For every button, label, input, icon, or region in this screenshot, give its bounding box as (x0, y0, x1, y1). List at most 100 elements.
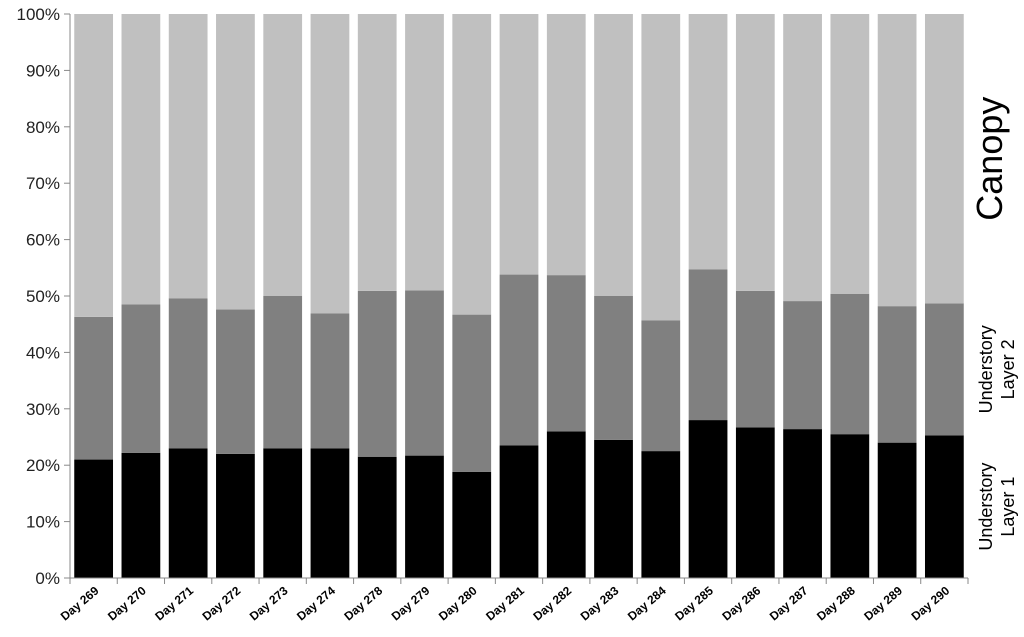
x-tick-label: Day 287 (767, 583, 811, 623)
bar-segment-2 (121, 304, 161, 453)
bar-segment-2 (546, 275, 586, 432)
y-tick-label: 70% (26, 174, 60, 193)
bar-segment-1 (877, 442, 917, 578)
bar-segment-2 (877, 306, 917, 443)
y-tick-label: 20% (26, 456, 60, 475)
y-tick-label: 60% (26, 231, 60, 250)
bar-segment-2 (310, 313, 350, 449)
x-tick-label: Day 274 (294, 583, 338, 623)
x-tick-label: Day 288 (814, 583, 858, 623)
x-axis-ticks: Day 269 Day 270 Day 271 Day 272 Day 273 Day 2… (58, 578, 969, 623)
bar-segment-3 (594, 14, 633, 296)
legend-label: Layer 2 (998, 339, 1018, 399)
bar-segment-1 (641, 451, 681, 578)
x-tick-label: Day 290 (909, 583, 953, 623)
bar-segment-3 (783, 14, 822, 302)
bar-segment-1 (74, 459, 114, 578)
bar-segment-3 (546, 14, 586, 276)
x-tick-label: Day 270 (105, 583, 149, 623)
bar-segment-1 (594, 439, 633, 578)
y-tick-label: 30% (26, 400, 60, 419)
bar-segment-1 (357, 456, 397, 578)
bar-segment-2 (783, 301, 822, 430)
bar-segment-1 (688, 420, 728, 578)
bar-segment-1 (735, 427, 775, 578)
bar-segment-2 (499, 274, 539, 446)
bar-segment-1 (452, 471, 492, 578)
y-tick-label: 100% (17, 5, 60, 24)
x-tick-label: Day 273 (247, 583, 291, 623)
x-tick-label: Day 269 (58, 583, 102, 623)
bar-segment-3 (688, 14, 728, 270)
x-tick-label: Day 286 (719, 583, 763, 623)
x-tick-label: Day 282 (530, 583, 574, 623)
legend-label: Understory (976, 463, 996, 551)
bar-segment-3 (499, 14, 539, 275)
bar-segment-1 (546, 431, 586, 578)
bar-segment-2 (168, 298, 208, 449)
bar-segment-1 (830, 434, 870, 578)
bar-segment-1 (924, 435, 964, 578)
bar-segment-1 (310, 448, 350, 578)
bar-segment-1 (263, 448, 303, 578)
bar-segment-1 (216, 453, 255, 578)
bar-segment-2 (357, 290, 397, 457)
bar-segment-3 (310, 14, 350, 314)
x-tick-label: Day 283 (578, 583, 622, 623)
legend-entry-2: Understory Layer 2 (976, 325, 1018, 413)
bar-segment-1 (783, 429, 822, 578)
legend-entry-3: Canopy (969, 97, 1010, 221)
bar-group (74, 14, 964, 578)
x-tick-label: Day 289 (861, 583, 905, 623)
bar-segment-2 (263, 296, 303, 449)
bar-segment-3 (641, 14, 681, 321)
legend-label: Canopy (969, 97, 1010, 221)
bar-segment-3 (263, 14, 303, 296)
bar-segment-3 (452, 14, 492, 315)
bar-segment-1 (405, 455, 444, 578)
x-tick-label: Day 272 (200, 583, 244, 623)
bar-segment-2 (594, 296, 633, 440)
bar-segment-3 (216, 14, 255, 310)
bar-segment-1 (121, 452, 161, 578)
bar-segment-3 (74, 14, 114, 317)
x-tick-label: Day 284 (625, 583, 669, 623)
y-tick-label: 80% (26, 118, 60, 137)
x-tick-label: Day 281 (483, 583, 527, 623)
bar-segment-2 (735, 290, 775, 428)
bar-segment-1 (168, 448, 208, 578)
bar-segment-2 (688, 269, 728, 421)
y-axis-ticks: 0% 10% 20% 30% 40% 50% 60% 70% 80% 90% 100% (17, 5, 70, 588)
legend-entry-1: Understory Layer 1 (976, 463, 1018, 551)
y-tick-label: 10% (26, 513, 60, 532)
y-tick-label: 90% (26, 61, 60, 80)
x-tick-label: Day 279 (389, 583, 433, 623)
x-tick-label: Day 271 (152, 583, 196, 623)
bar-segment-3 (735, 14, 775, 291)
x-tick-label: Day 285 (672, 583, 716, 623)
bar-segment-1 (499, 445, 539, 578)
bar-segment-2 (830, 293, 870, 435)
bar-segment-2 (641, 320, 681, 452)
bar-segment-2 (216, 309, 255, 454)
bar-segment-2 (924, 303, 964, 436)
bar-segment-3 (924, 14, 964, 304)
bar-segment-2 (74, 316, 114, 460)
legend-label: Layer 1 (998, 477, 1018, 537)
bar-segment-3 (405, 14, 444, 291)
y-tick-label: 0% (35, 569, 60, 588)
bar-segment-3 (877, 14, 917, 307)
y-tick-label: 50% (26, 287, 60, 306)
bar-segment-3 (357, 14, 397, 291)
bar-segment-3 (168, 14, 208, 299)
bar-segment-3 (830, 14, 870, 294)
bar-segment-2 (452, 314, 492, 472)
x-tick-label: Day 278 (341, 583, 385, 623)
bar-segment-2 (405, 290, 444, 456)
x-tick-label: Day 280 (436, 583, 480, 623)
legend-label: Understory (976, 325, 996, 413)
y-tick-label: 40% (26, 343, 60, 362)
